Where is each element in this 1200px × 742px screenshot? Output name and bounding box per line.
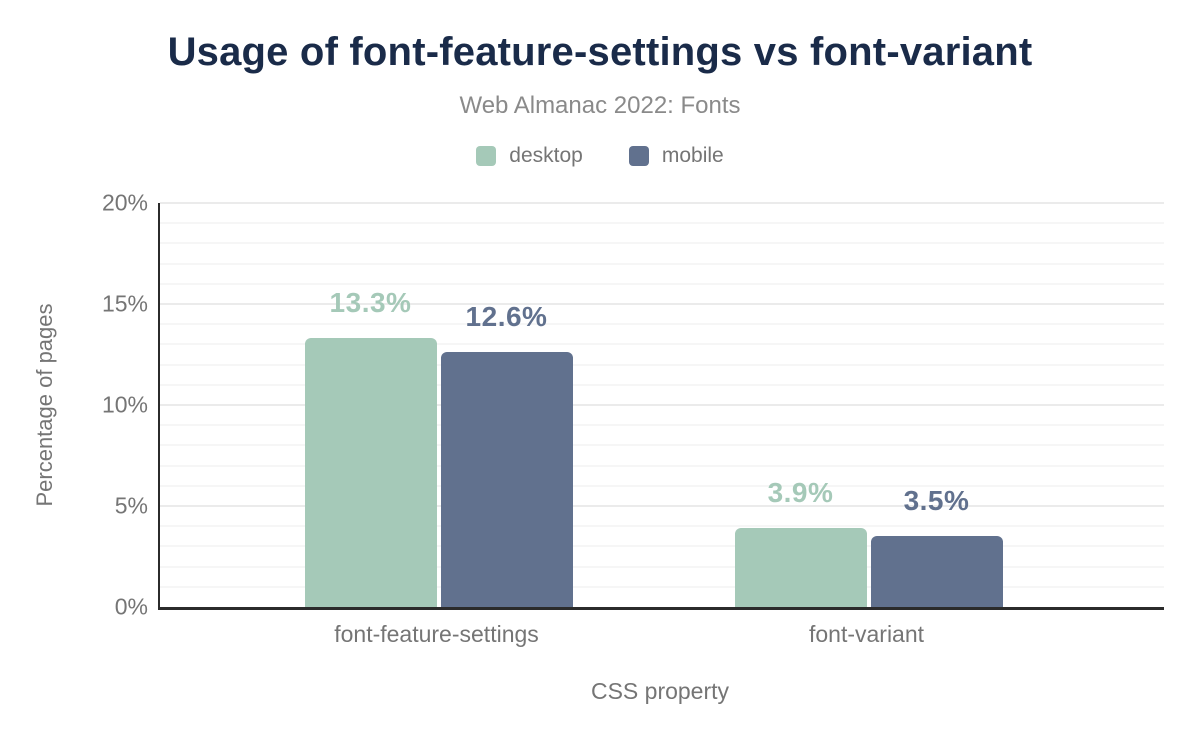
chart-title: Usage of font-feature-settings vs font-v… [167, 30, 1033, 74]
bar-desktop [304, 338, 437, 607]
chart-subtitle: Web Almanac 2022: Fonts [459, 92, 741, 119]
gridline-minor [160, 424, 1164, 427]
bar-group: 13.3% 12.6% [304, 287, 573, 607]
gridline-minor [160, 565, 1164, 568]
gridline-minor [160, 343, 1164, 346]
bar-column-mobile: 12.6% [440, 301, 573, 607]
bar-column-mobile: 3.5% [870, 485, 1003, 607]
bar-mobile [440, 352, 573, 607]
y-tick-label: 5% [114, 492, 148, 519]
bar-value-label: 3.9% [767, 477, 834, 509]
x-tick-label: font-variant [808, 621, 925, 647]
y-tick-label: 15% [101, 290, 148, 317]
gridline-minor [160, 464, 1164, 467]
gridline-minor [160, 363, 1164, 366]
gridline-minor [160, 383, 1164, 386]
legend-label: mobile [661, 144, 724, 167]
gridline-minor [160, 262, 1164, 265]
bar-mobile [870, 536, 1003, 607]
gridline-major [160, 404, 1164, 406]
legend-swatch-icon [628, 146, 649, 166]
y-tick-label: 10% [101, 391, 148, 418]
gridline-minor [160, 545, 1164, 548]
legend: desktop mobile [0, 144, 1200, 168]
bar-value-label: 12.6% [465, 301, 548, 333]
bar-group: 3.9% 3.5% [734, 477, 1003, 607]
gridline-minor [160, 444, 1164, 447]
gridline-major [160, 505, 1164, 507]
legend-item-mobile: mobile [628, 144, 724, 168]
bar-value-label: 13.3% [329, 287, 412, 319]
legend-item-desktop: desktop [476, 144, 583, 168]
gridline-major [160, 303, 1164, 305]
bar-value-label: 3.5% [903, 485, 970, 517]
gridline-minor [160, 484, 1164, 487]
gridline-minor [160, 222, 1164, 225]
gridline-major [160, 202, 1164, 204]
bar-column-desktop: 13.3% [304, 287, 437, 607]
gridline-minor [160, 242, 1164, 245]
legend-label: desktop [509, 144, 583, 167]
gridline-minor [160, 585, 1164, 588]
plot-area: 13.3% 12.6% 3.9% 3.5% [158, 202, 1164, 610]
bar-column-desktop: 3.9% [734, 477, 867, 607]
bar-desktop [734, 528, 867, 607]
y-tick-label: 0% [114, 593, 148, 620]
x-axis-title: CSS property [590, 678, 730, 704]
y-tick-label: 20% [101, 189, 148, 216]
gridline-minor [160, 525, 1164, 528]
legend-swatch-icon [476, 146, 497, 166]
gridline-minor [160, 323, 1164, 326]
gridline-minor [160, 282, 1164, 285]
x-tick-label: font-feature-settings [334, 621, 539, 647]
